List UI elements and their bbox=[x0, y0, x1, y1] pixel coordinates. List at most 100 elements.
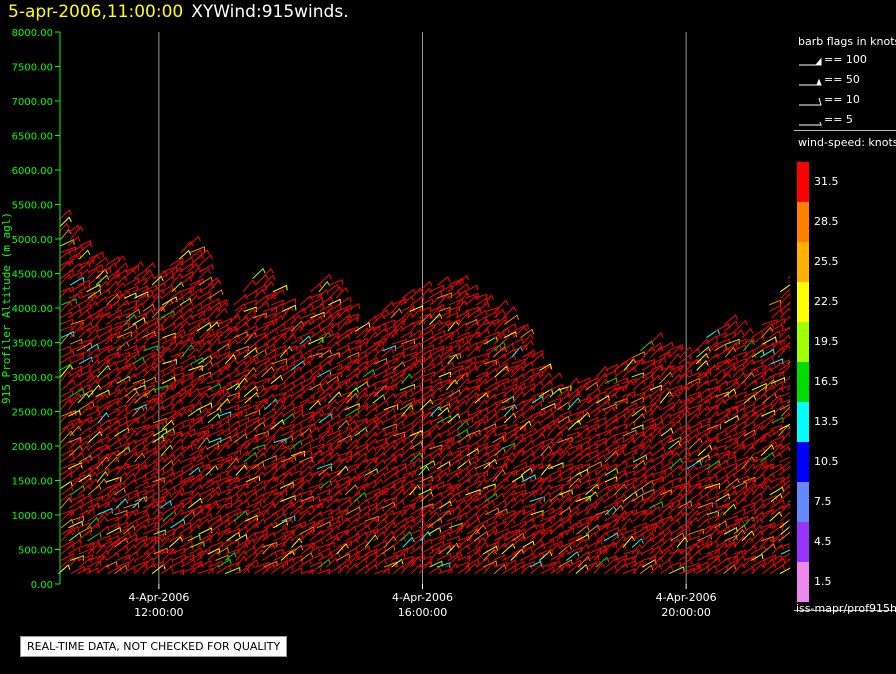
wind-barb bbox=[70, 365, 83, 372]
wind-barb bbox=[365, 406, 378, 417]
wind-barb bbox=[243, 451, 258, 463]
wind-barb bbox=[373, 378, 388, 385]
wind-barb bbox=[658, 350, 671, 358]
wind-barb bbox=[448, 419, 463, 430]
wind-barb bbox=[659, 364, 673, 378]
wind-barb bbox=[373, 340, 385, 352]
wind-barb bbox=[235, 539, 251, 548]
wind-barb bbox=[631, 543, 643, 555]
wind-barb bbox=[133, 452, 146, 463]
wind-barb bbox=[780, 412, 790, 424]
wind-barb bbox=[659, 488, 673, 502]
wind-barb bbox=[409, 384, 422, 391]
wind-barb bbox=[124, 354, 137, 365]
wind-barb bbox=[519, 475, 533, 489]
wind-barb bbox=[521, 333, 534, 345]
wind-barb bbox=[686, 404, 702, 411]
wind-barb bbox=[171, 406, 186, 417]
wind-barb bbox=[418, 329, 434, 339]
wind-barb bbox=[706, 460, 721, 470]
wind-barb bbox=[134, 562, 148, 574]
wind-barb bbox=[511, 449, 525, 463]
wind-barb bbox=[328, 279, 343, 286]
wind-barb bbox=[180, 376, 194, 385]
wind-barb bbox=[688, 437, 703, 450]
wind-barb bbox=[475, 378, 489, 391]
wind-barb bbox=[281, 402, 295, 411]
wind-barb bbox=[344, 547, 358, 555]
wind-barb bbox=[392, 344, 405, 352]
wind-barb bbox=[446, 439, 461, 450]
wind-barb bbox=[142, 494, 155, 502]
wind-barb bbox=[751, 517, 764, 529]
wind-barb bbox=[280, 443, 295, 450]
wind-barb bbox=[298, 559, 312, 568]
wind-barb bbox=[520, 533, 536, 542]
wind-barb bbox=[540, 566, 555, 575]
wind-barb bbox=[346, 562, 359, 574]
wind-barb bbox=[752, 502, 766, 516]
wind-barb bbox=[308, 511, 323, 522]
wind-barb bbox=[326, 469, 342, 476]
wind-barb bbox=[106, 290, 122, 299]
wind-barb bbox=[280, 535, 294, 548]
wind-barb bbox=[511, 358, 526, 365]
wind-barb bbox=[197, 560, 212, 568]
wind-barb bbox=[206, 379, 220, 385]
wind-barb bbox=[244, 391, 259, 404]
wind-barb bbox=[106, 273, 120, 286]
wind-barb bbox=[383, 471, 399, 483]
wind-barb bbox=[188, 235, 201, 247]
wind-barb bbox=[751, 483, 764, 496]
wind-barb bbox=[235, 315, 249, 326]
wind-barb bbox=[337, 391, 352, 398]
wind-barb bbox=[363, 438, 378, 450]
wind-barb bbox=[290, 350, 303, 358]
wind-barb bbox=[261, 541, 278, 548]
wind-barb bbox=[549, 415, 565, 424]
wind-barb bbox=[704, 451, 720, 463]
wind-barb bbox=[732, 407, 746, 417]
wind-barb bbox=[651, 446, 666, 457]
wind-barb bbox=[161, 419, 175, 430]
wind-barb bbox=[345, 537, 359, 548]
wind-barb bbox=[59, 269, 75, 280]
wind-barb bbox=[437, 460, 451, 470]
wind-barb bbox=[504, 559, 517, 568]
wind-barb bbox=[595, 471, 609, 483]
wind-barb bbox=[318, 413, 333, 424]
wind-barb bbox=[95, 347, 111, 358]
wind-barb bbox=[344, 302, 361, 312]
wind-barb bbox=[355, 505, 371, 516]
wind-barb bbox=[492, 534, 506, 548]
wind-barb bbox=[777, 344, 790, 358]
wind-barb bbox=[290, 431, 305, 443]
wind-barb bbox=[134, 447, 149, 457]
wind-barb bbox=[695, 543, 710, 555]
wind-barb bbox=[263, 475, 277, 489]
wind-barb bbox=[465, 465, 478, 476]
wind-barb bbox=[586, 461, 603, 470]
wind-barb bbox=[363, 527, 379, 535]
wind-barb bbox=[196, 429, 210, 437]
wind-barb bbox=[279, 446, 292, 457]
wind-barb bbox=[272, 365, 285, 378]
wind-barb bbox=[187, 387, 200, 398]
wind-barb bbox=[78, 363, 91, 371]
wind-barb bbox=[308, 485, 322, 496]
wind-barb bbox=[559, 419, 573, 430]
wind-barb bbox=[254, 288, 266, 299]
wind-barb bbox=[161, 322, 176, 332]
wind-barb bbox=[133, 392, 149, 404]
wind-barb bbox=[650, 476, 664, 483]
wind-barb bbox=[734, 414, 749, 424]
wind-barb bbox=[429, 452, 442, 463]
wind-barb bbox=[446, 535, 460, 542]
wind-barb bbox=[336, 405, 350, 417]
wind-barb bbox=[455, 561, 469, 568]
wind-barb bbox=[547, 418, 561, 430]
wind-barb bbox=[215, 307, 228, 319]
wind-barb bbox=[308, 383, 322, 391]
wind-barb bbox=[374, 497, 388, 509]
wind-barb bbox=[685, 464, 698, 476]
